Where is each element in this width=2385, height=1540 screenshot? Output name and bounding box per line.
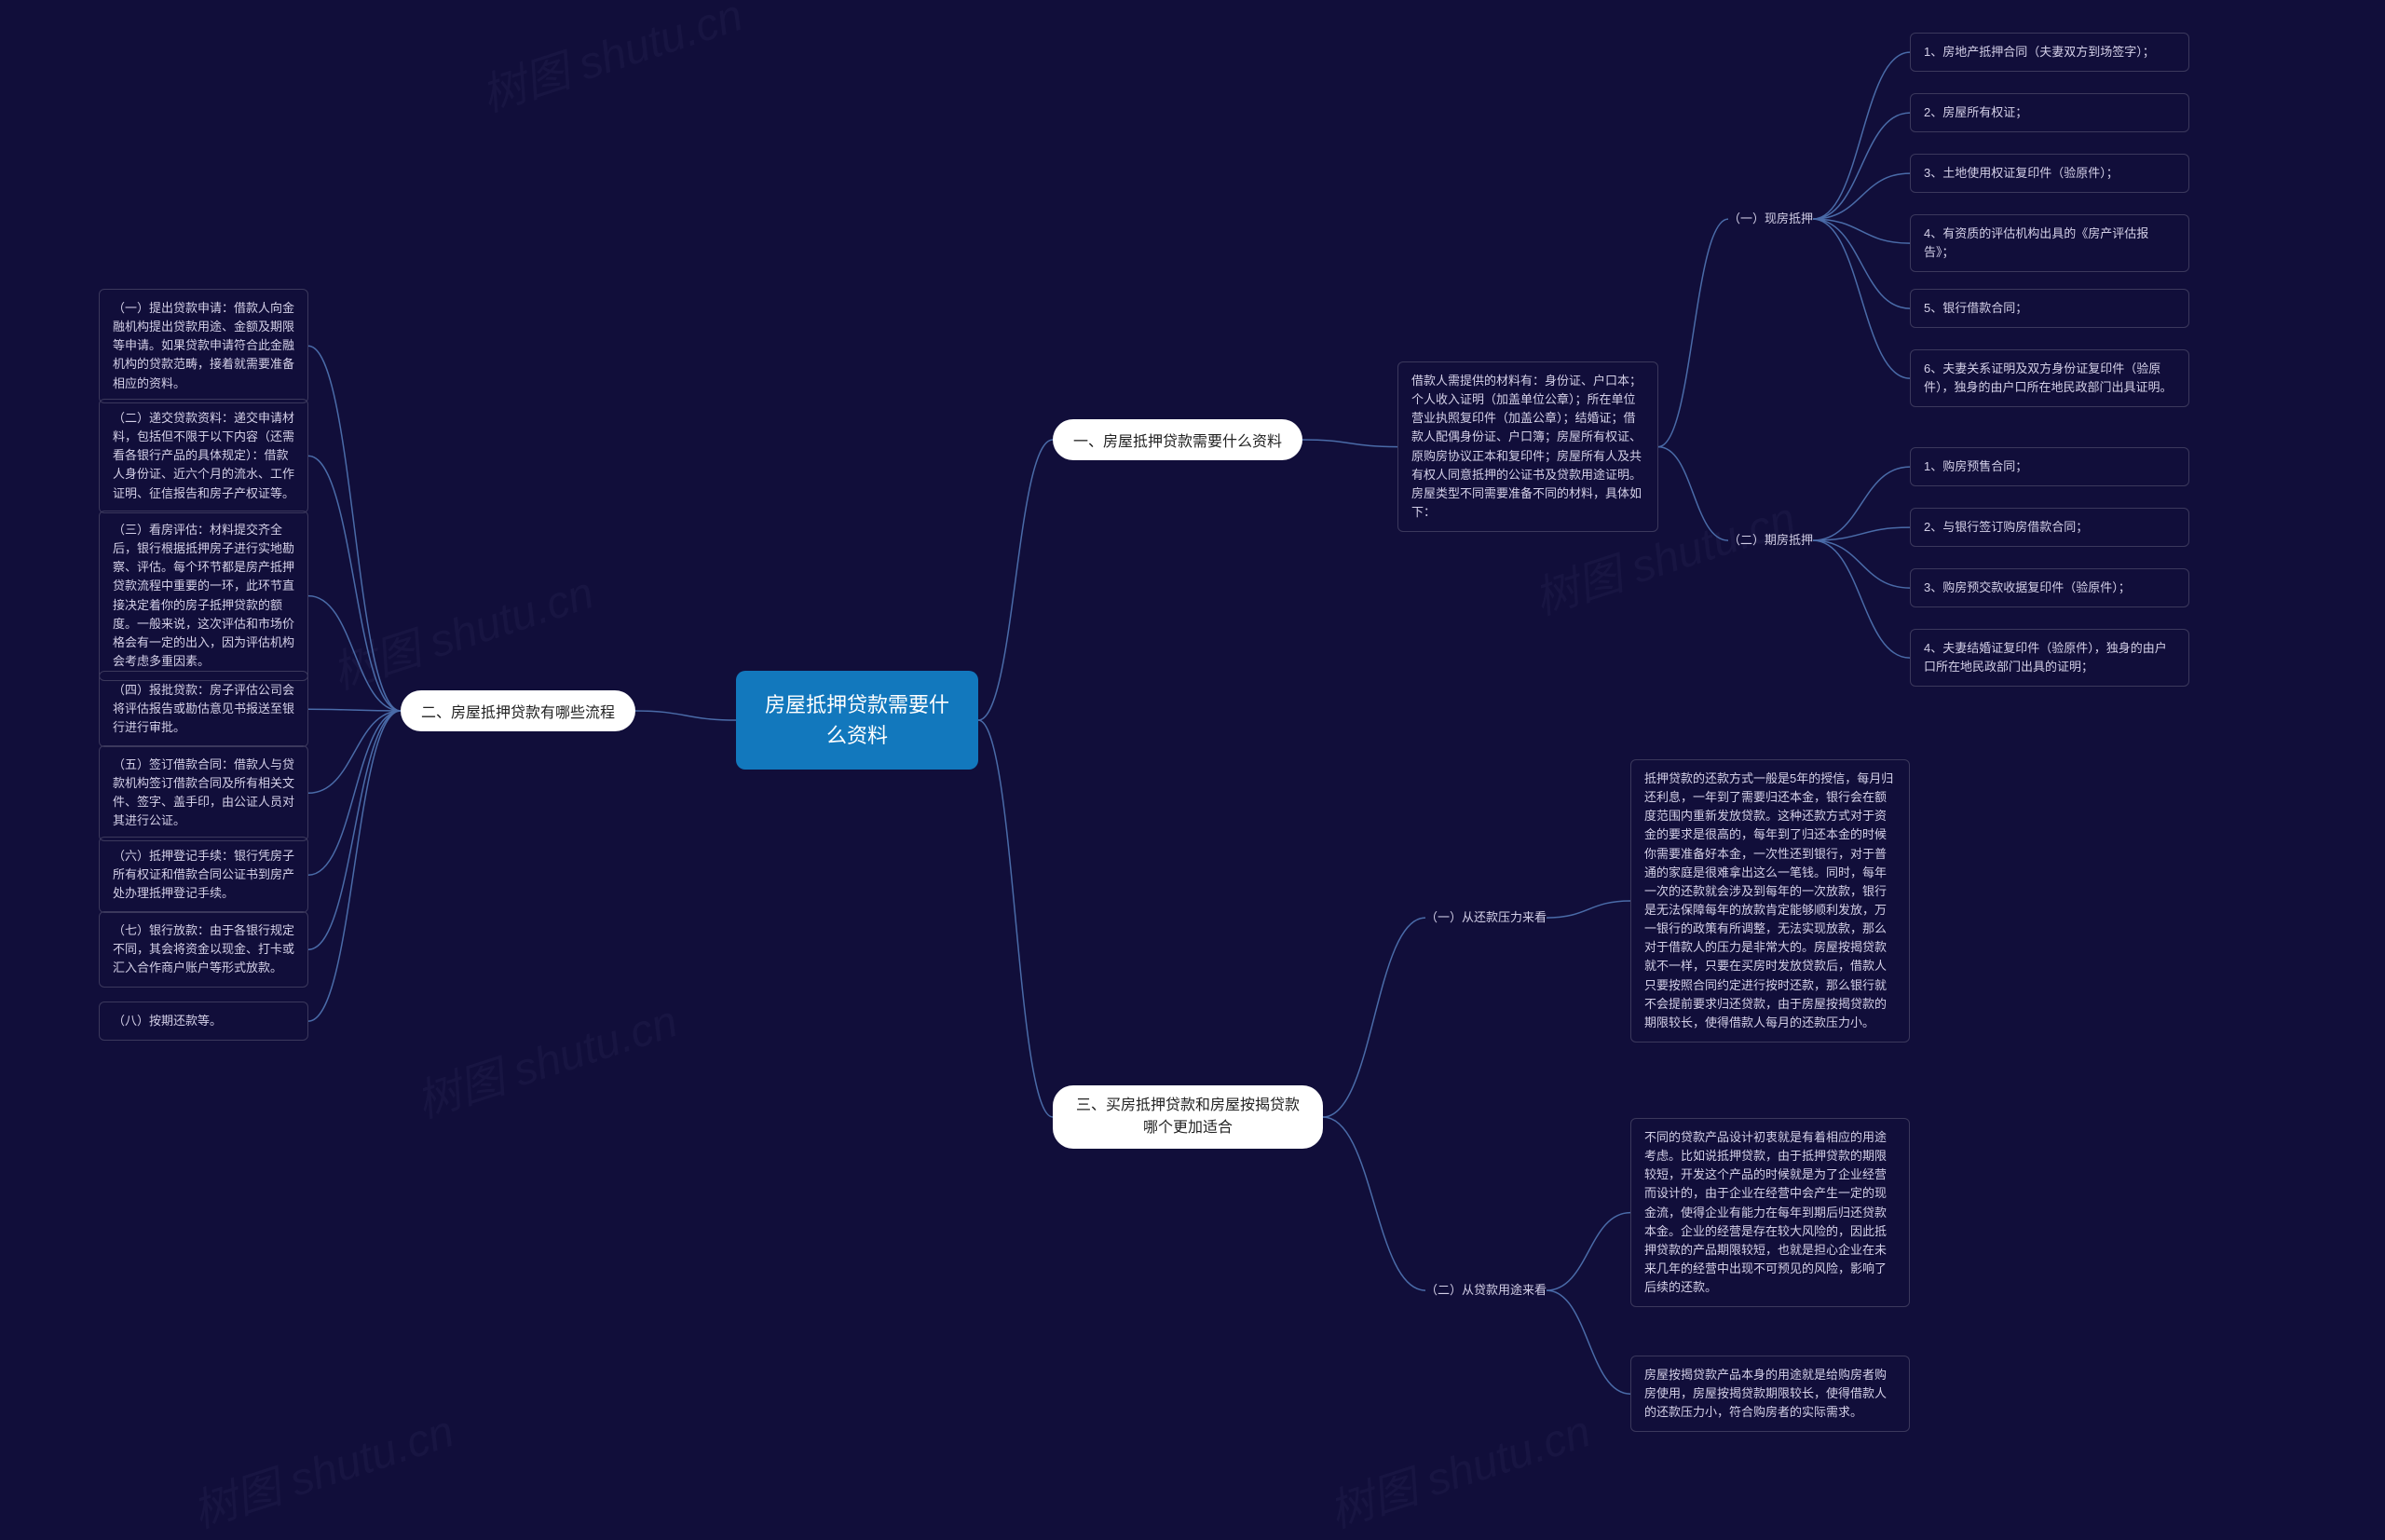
s1a-item: 6、夫妻关系证明及双方身份证复印件（验原件），独身的由户口所在地民政部门出具证明… [1910, 349, 2189, 407]
s2-item: （五）签订借款合同：借款人与贷款机构签订借款合同及所有相关文件、签字、盖手印，由… [99, 745, 308, 841]
section1-group-b: （二）期房抵押 [1728, 531, 1813, 550]
s2-item: （一）提出贷款申请：借款人向金融机构提出贷款用途、金额及期限等申请。如果贷款申请… [99, 289, 308, 403]
wm: 树图 shutu.cn [322, 556, 600, 702]
s1a-item: 3、土地使用权证复印件（验原件）； [1910, 154, 2189, 193]
section3-group-b: （二）从贷款用途来看 [1425, 1281, 1547, 1300]
s2-item: （四）报批贷款：房子评估公司会将评估报告或勘估意见书报送至银行进行审批。 [99, 671, 308, 747]
s1b-item: 3、购房预交款收据复印件（验原件）； [1910, 568, 2189, 607]
s3a-text: 抵押贷款的还款方式一般是5年的授信，每月归还利息，一年到了需要归还本金，银行会在… [1630, 759, 1910, 1043]
wm: 树图 shutu.cn [471, 0, 749, 124]
s3b-text1: 不同的贷款产品设计初衷就是有着相应的用途考虑。比如说抵押贷款，由于抵押贷款的期限… [1630, 1118, 1910, 1307]
section3-group-a: （一）从还款压力来看 [1425, 908, 1547, 927]
s1a-item: 1、房地产抵押合同（夫妻双方到场签字）； [1910, 33, 2189, 72]
s2-item: （七）银行放款：由于各银行规定不同，其会将资金以现金、打卡或汇入合作商户账户等形… [99, 911, 308, 988]
section2-title: 二、房屋抵押贷款有哪些流程 [401, 690, 635, 731]
s1a-item: 5、银行借款合同； [1910, 289, 2189, 328]
s1b-item: 4、夫妻结婚证复印件（验原件），独身的由户口所在地民政部门出具的证明； [1910, 629, 2189, 687]
section1-title: 一、房屋抵押贷款需要什么资料 [1053, 419, 1302, 460]
wm: 树图 shutu.cn [183, 1395, 460, 1540]
root-node: 房屋抵押贷款需要什么资料 [736, 671, 978, 770]
section1-group-a: （一）现房抵押 [1728, 210, 1813, 228]
s2-item: （八）按期还款等。 [99, 1002, 308, 1041]
s2-item: （三）看房评估：材料提交齐全后，银行根据抵押房子进行实地勘察、评估。每个环节都是… [99, 511, 308, 681]
section1-intro: 借款人需提供的材料有：身份证、户口本；个人收入证明（加盖单位公章）；所在单位营业… [1397, 361, 1658, 532]
s1a-item: 4、有资质的评估机构出具的《房产评估报告》； [1910, 214, 2189, 272]
s2-item: （二）递交贷款资料：递交申请材料，包括但不限于以下内容（还需看各银行产品的具体规… [99, 399, 308, 513]
s2-item: （六）抵押登记手续：银行凭房子所有权证和借款合同公证书到房产处办理抵押登记手续。 [99, 837, 308, 913]
wm: 树图 shutu.cn [1319, 1395, 1597, 1540]
s1b-item: 1、购房预售合同； [1910, 447, 2189, 486]
section3-title: 三、买房抵押贷款和房屋按揭贷款哪个更加适合 [1053, 1085, 1323, 1149]
s3b-text2: 房屋按揭贷款产品本身的用途就是给购房者购房使用，房屋按揭贷款期限较长，使得借款人… [1630, 1356, 1910, 1432]
s1b-item: 2、与银行签订购房借款合同； [1910, 508, 2189, 547]
wm: 树图 shutu.cn [406, 985, 684, 1130]
s1a-item: 2、房屋所有权证； [1910, 93, 2189, 132]
